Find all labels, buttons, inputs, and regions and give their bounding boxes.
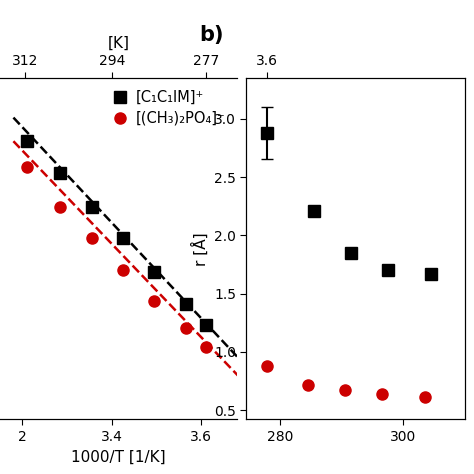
[C₁C₁IM]⁺ [57, 170, 63, 175]
Legend: [C₁C₁IM]⁺, [(CH₃)₂PO₄]⁻: [C₁C₁IM]⁺, [(CH₃)₂PO₄]⁻ [107, 85, 230, 130]
[C₁C₁IM]⁺ [203, 322, 209, 328]
[(CH₃)₂PO₄]⁻ [120, 267, 126, 273]
[(CH₃)₂PO₄]⁻ [89, 236, 94, 241]
[C₁C₁IM]⁺ [151, 270, 157, 275]
[(CH₃)₂PO₄]⁻ [24, 164, 30, 170]
[(CH₃)₂PO₄]⁻ [57, 204, 63, 210]
[(CH₃)₂PO₄]⁻ [203, 345, 209, 350]
[C₁C₁IM]⁺ [24, 138, 30, 144]
[C₁C₁IM]⁺ [183, 301, 189, 307]
[(CH₃)₂PO₄]⁻ [183, 325, 189, 330]
[(CH₃)₂PO₄]⁻ [151, 299, 157, 304]
X-axis label: 1000/T [1/K]: 1000/T [1/K] [71, 449, 166, 465]
Line: [(CH₃)₂PO₄]⁻: [(CH₃)₂PO₄]⁻ [21, 162, 211, 353]
Y-axis label: r [Å]: r [Å] [191, 232, 209, 265]
[C₁C₁IM]⁺ [120, 236, 126, 241]
Line: [C₁C₁IM]⁺: [C₁C₁IM]⁺ [21, 136, 211, 330]
[C₁C₁IM]⁺ [89, 204, 94, 210]
Text: b): b) [199, 25, 224, 45]
X-axis label: [K]: [K] [108, 36, 129, 51]
